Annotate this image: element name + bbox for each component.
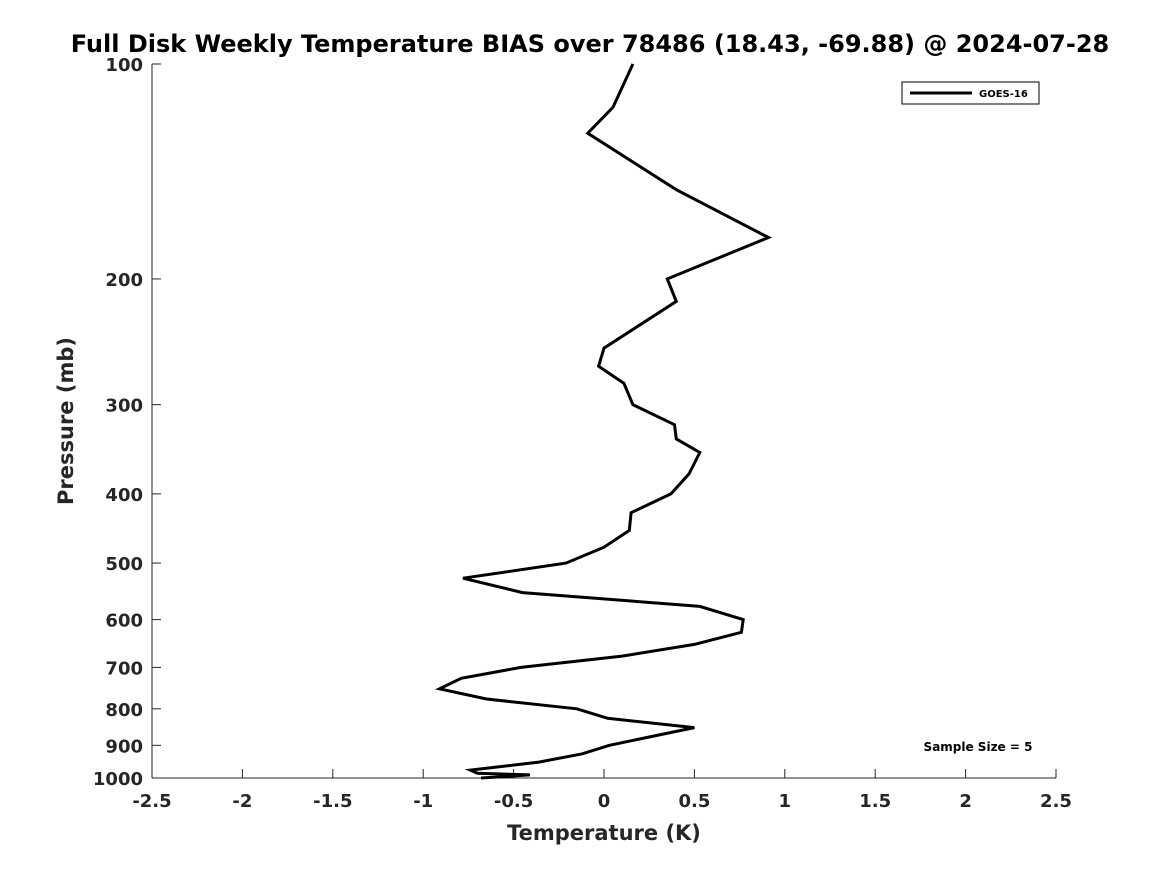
y-tick-label: 700 [105,658,143,679]
y-tick-label: 100 [105,55,143,76]
x-tick-label: -2.5 [132,791,171,812]
y-tick-label: 800 [105,700,143,721]
x-ticks: -2.5 -2 -1.5 -1 -0.5 0 0.5 1 1.5 2 2.5 [132,769,1072,812]
y-tick-label: 900 [105,736,143,757]
x-tick-label: 2 [959,791,972,812]
y-tick-label: 300 [105,396,143,417]
x-tick-label: 1 [779,791,792,812]
y-axis-label: Pressure (mb) [54,337,78,505]
series-layer [434,63,773,780]
x-axis-label: Temperature (K) [507,821,701,845]
x-tick-label: -1.5 [313,791,352,812]
y-tick-label: 500 [105,554,143,575]
y-tick-label: 600 [105,611,143,632]
y-ticks: 100 200 300 400 500 600 700 800 900 1000 [93,55,161,790]
x-tick-label: -0.5 [494,791,533,812]
x-tick-label: 0.5 [678,791,710,812]
x-tick-label: 2.5 [1040,791,1072,812]
legend-label: GOES-16 [979,89,1028,100]
plot-area: -2.5 -2 -1.5 -1 -0.5 0 0.5 1 1.5 2 2.5 100 200 300 40… [93,55,1072,812]
x-tick-label: -1 [413,791,433,812]
series-line-goes-16 [434,63,773,780]
x-tick-label: 1.5 [859,791,891,812]
sample-size-annotation: Sample Size = 5 [924,740,1033,754]
x-tick-label: 0 [598,791,611,812]
y-tick-label: 200 [105,270,143,291]
legend: GOES-16 [901,81,1040,105]
x-tick-label: -2 [232,791,252,812]
chart-title: Full Disk Weekly Temperature BIAS over 7… [71,30,1110,58]
y-tick-label: 1000 [93,769,143,790]
y-tick-label: 400 [105,485,143,506]
